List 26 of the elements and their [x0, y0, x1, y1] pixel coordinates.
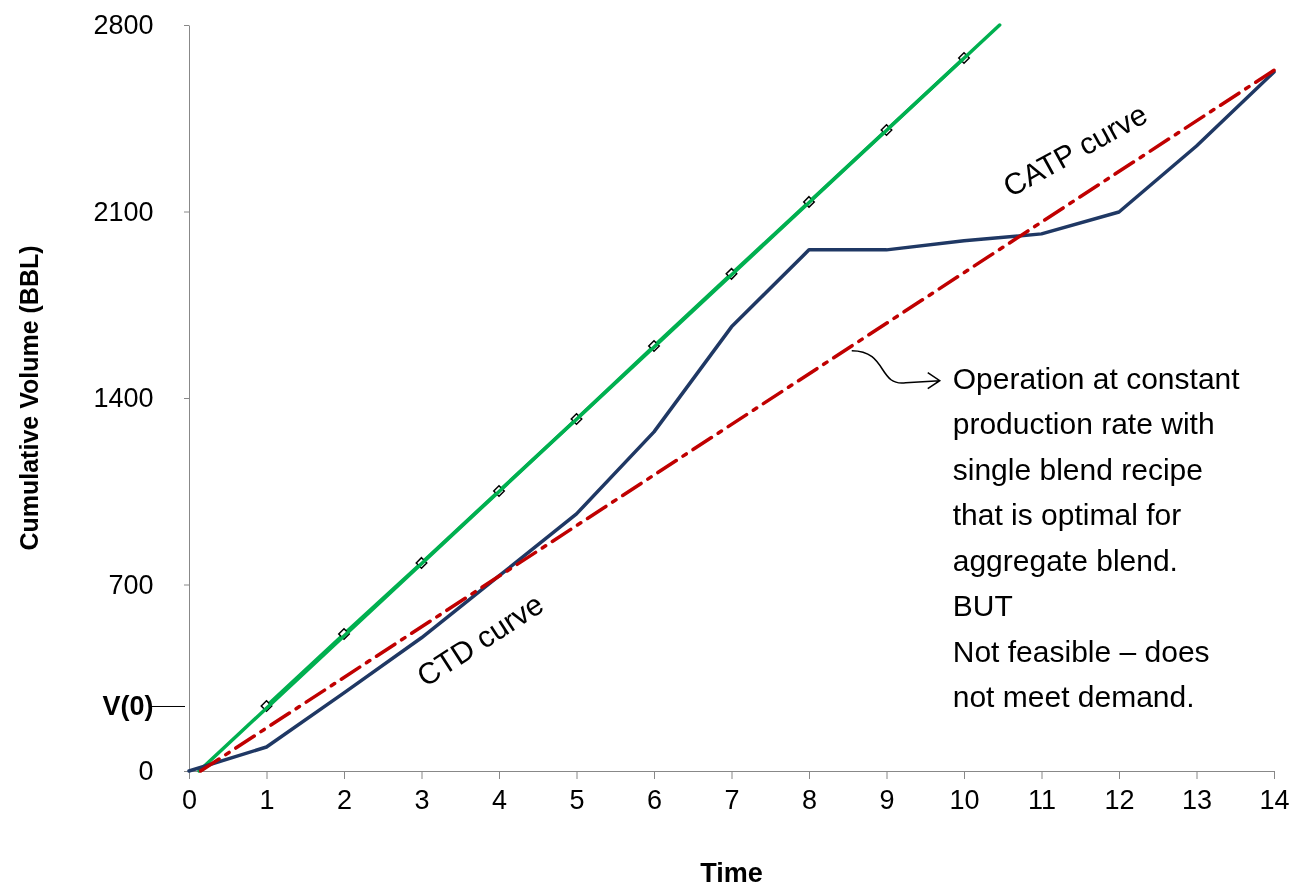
y-tick-label: V(0)	[102, 691, 154, 722]
y-tick-label: 700	[108, 569, 154, 600]
annotation: CTD curve	[410, 587, 550, 693]
x-tick-label: 13	[1181, 785, 1213, 815]
x-tick-label: 1	[259, 785, 275, 815]
x-tick-label: 11	[1027, 785, 1057, 815]
x-tick-label: 2	[336, 785, 353, 815]
x-tick-label: 0	[181, 785, 198, 815]
annotation: Operation at constant production rate with single blend recipe that is optimal for aggregate blend. BUT Not feasible – does not meet demand.	[952, 361, 1241, 714]
x-tick-label: 5	[569, 785, 585, 815]
x-tick-label: 9	[879, 785, 895, 815]
x-axis-title: Time	[700, 858, 763, 888]
x-tick-label: 8	[801, 785, 818, 815]
y-tick-label: 1400	[93, 383, 154, 414]
x-tick-label: 12	[1104, 785, 1135, 815]
x-tick-label: 6	[646, 785, 663, 815]
x-tick-label: 3	[414, 785, 430, 815]
y-tick-label: 0	[138, 756, 154, 787]
y-tick-label: 2800	[93, 10, 154, 41]
y-tick-label: 2100	[93, 196, 154, 227]
annotation: CATP curve	[997, 97, 1153, 203]
x-tick-label: 4	[491, 785, 508, 815]
x-tick-label: 14	[1259, 785, 1290, 815]
x-tick-label: 7	[724, 785, 740, 815]
y-axis-title: Cumulative Volume (BBL)	[15, 245, 43, 551]
x-tick-label: 10	[949, 785, 980, 815]
